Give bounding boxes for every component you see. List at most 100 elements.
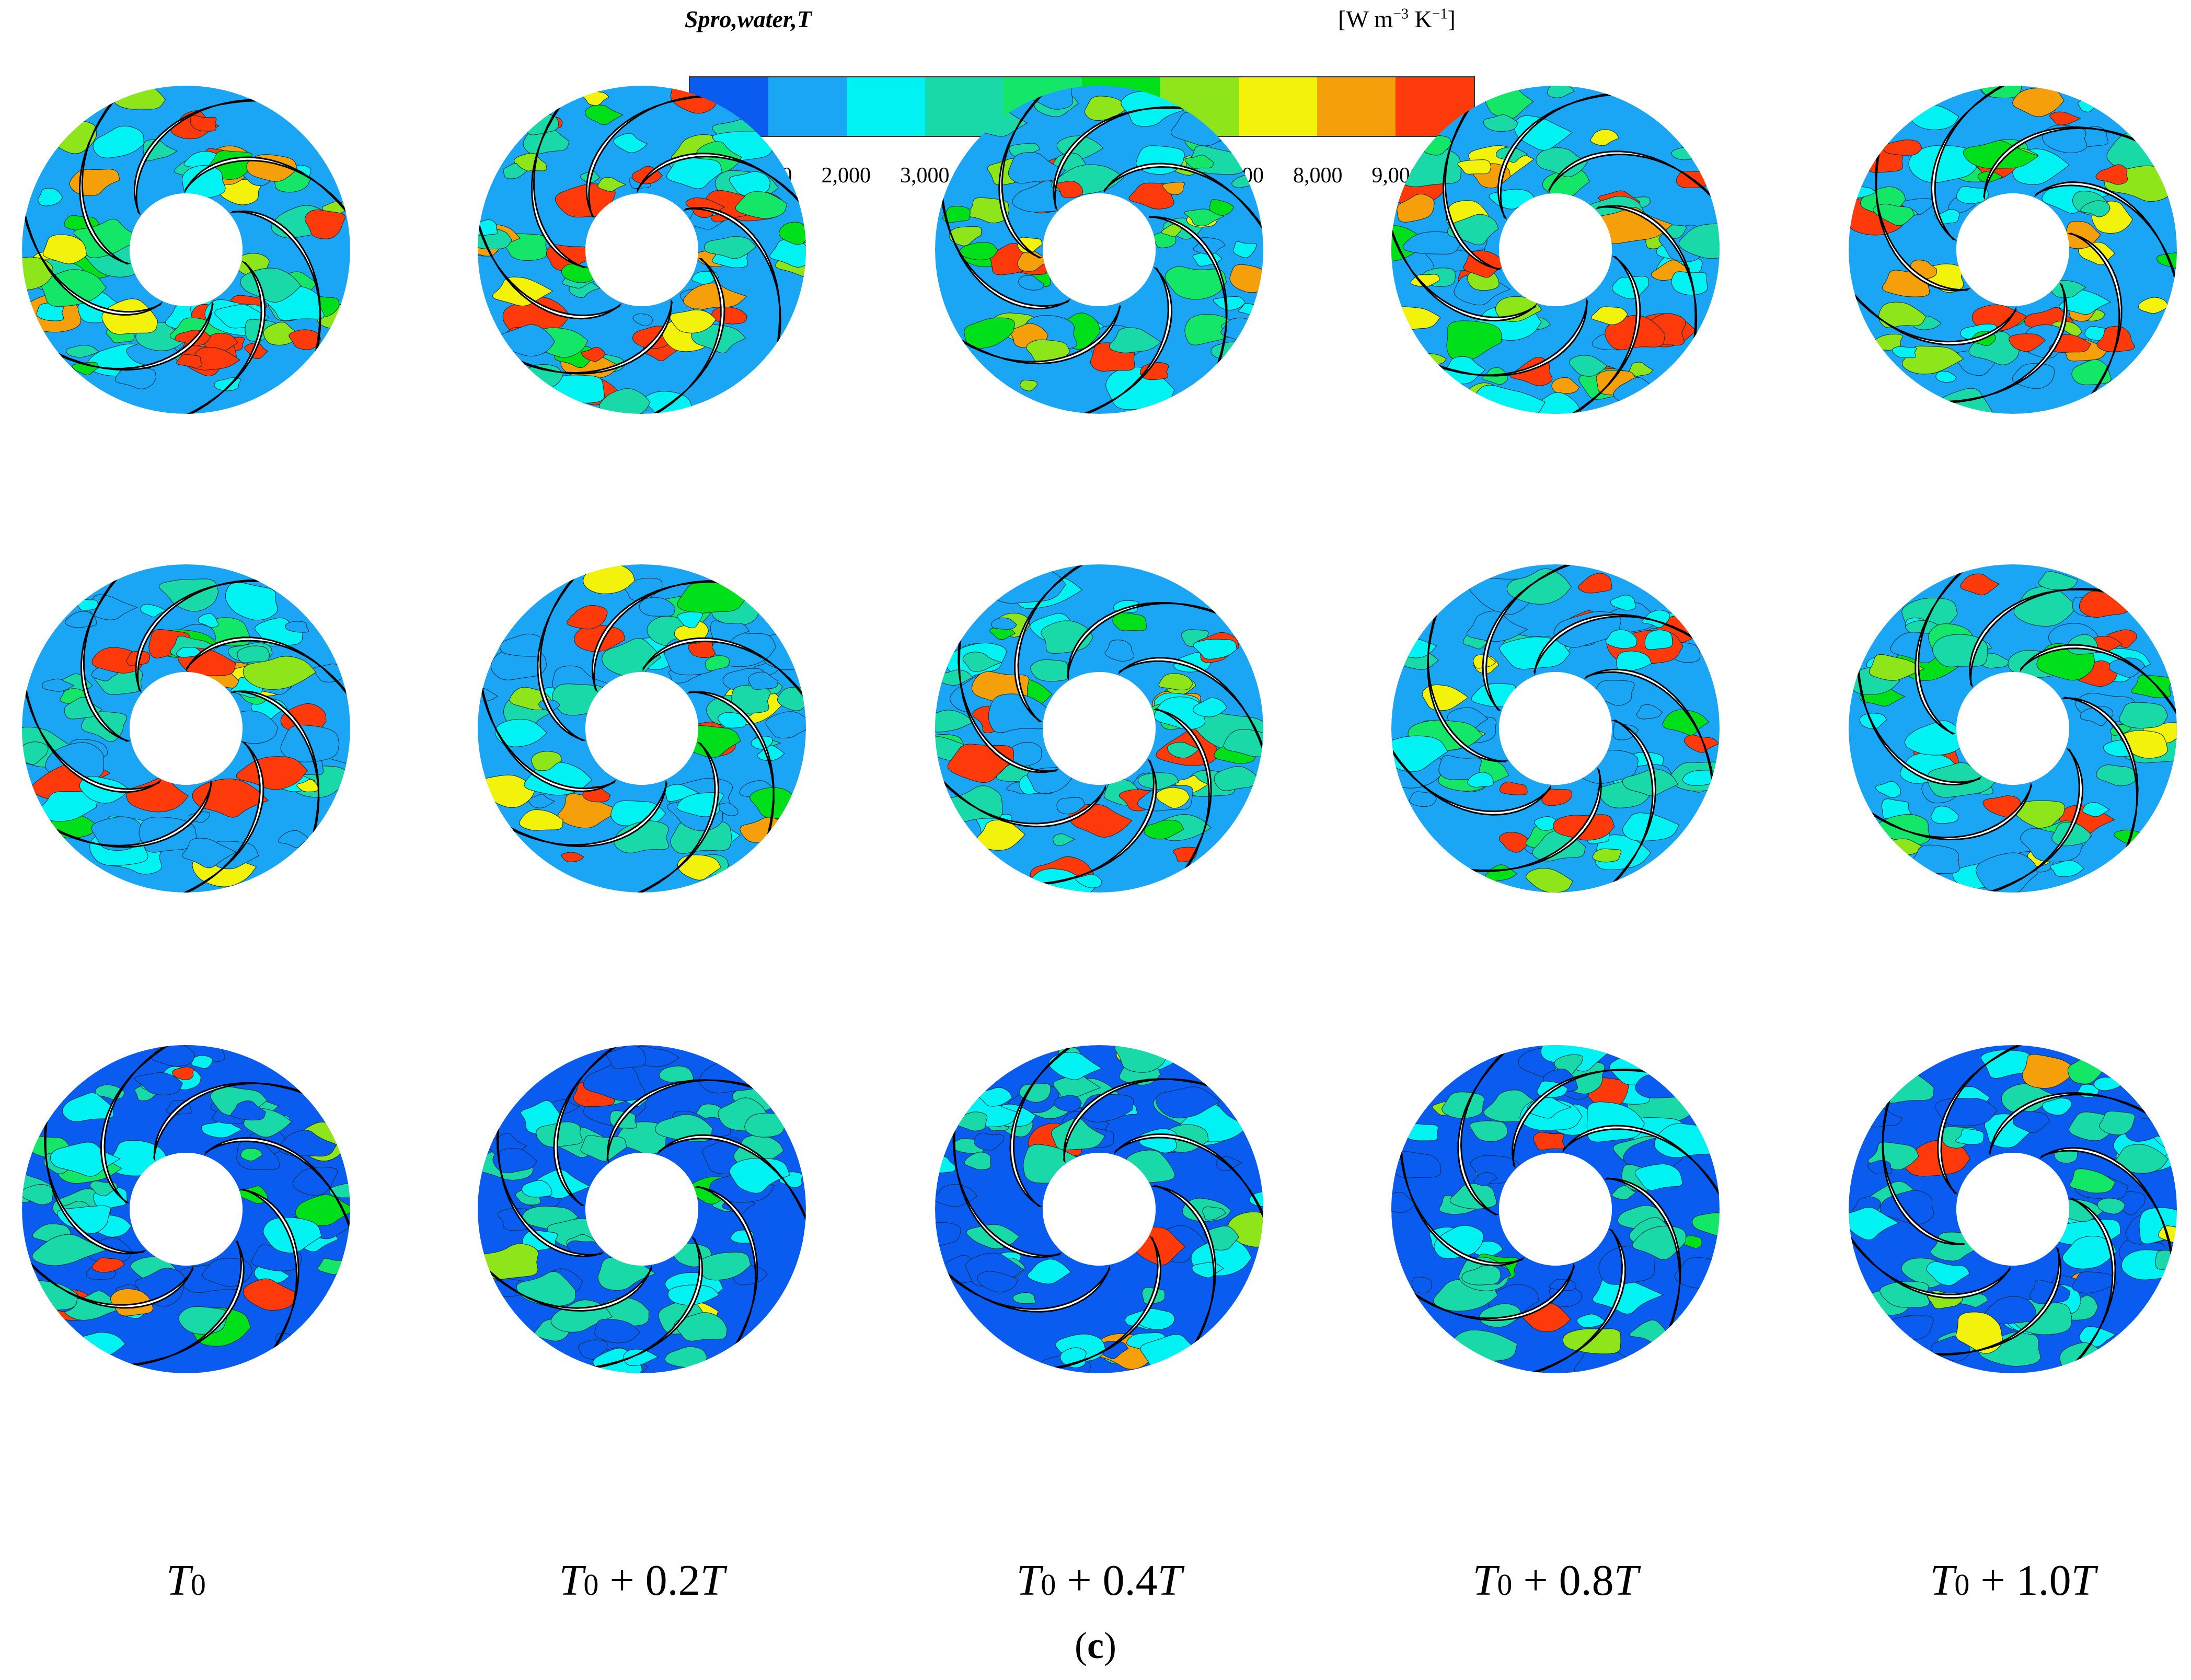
contour-region bbox=[1635, 1074, 1685, 1098]
contour-region bbox=[1162, 182, 1185, 195]
contour-region bbox=[1193, 697, 1228, 717]
contour-region bbox=[519, 809, 563, 831]
contour-region bbox=[2062, 1235, 2117, 1269]
contour-region bbox=[1935, 370, 1957, 383]
contour-region bbox=[1622, 769, 1679, 796]
contour-region bbox=[243, 656, 317, 690]
contour-region bbox=[710, 620, 750, 644]
contour-region bbox=[1901, 345, 1964, 375]
contour-region bbox=[1018, 275, 1044, 291]
contour-region bbox=[639, 597, 676, 617]
contour-region bbox=[1506, 568, 1572, 605]
contour-region bbox=[1019, 1083, 1051, 1103]
contour-region bbox=[1167, 741, 1200, 759]
contour-region bbox=[42, 678, 75, 692]
time-label: T0 + 0.2T bbox=[559, 1556, 725, 1605]
contour-region bbox=[1551, 377, 1580, 395]
time-label: T0 + 1.0T bbox=[1930, 1556, 2096, 1605]
impeller-contour-plot bbox=[935, 1045, 1263, 1373]
contour-region bbox=[1144, 819, 1184, 840]
contour-region bbox=[1027, 766, 1077, 794]
contour-region bbox=[975, 1087, 1013, 1107]
contour-region bbox=[1467, 772, 1494, 787]
impeller-blade bbox=[1936, 1045, 2024, 1195]
contour-region bbox=[935, 710, 975, 733]
contour-region bbox=[225, 582, 278, 621]
contour-region bbox=[1636, 704, 1663, 720]
contour-region bbox=[2012, 800, 2065, 830]
contour-panel bbox=[932, 1042, 1266, 1376]
contour-region bbox=[182, 838, 237, 868]
contour-region bbox=[198, 613, 219, 628]
contour-region bbox=[1671, 271, 1708, 296]
contour-panel bbox=[475, 561, 809, 896]
hub-opening bbox=[1956, 672, 2069, 785]
colorbar-segment-7 bbox=[1239, 77, 1317, 136]
contour-region bbox=[977, 1271, 1019, 1293]
contour-region bbox=[567, 605, 608, 630]
contour-region bbox=[2096, 764, 2138, 786]
contour-region bbox=[295, 1194, 350, 1226]
contour-region bbox=[1955, 1128, 1984, 1145]
contour-region bbox=[57, 1205, 111, 1234]
impeller-blade bbox=[1082, 267, 1173, 414]
contour-region bbox=[1591, 306, 1629, 326]
contour-region bbox=[1027, 1259, 1071, 1284]
contour-region bbox=[62, 1092, 114, 1122]
contour-region bbox=[38, 188, 63, 206]
impeller-blade bbox=[1562, 1125, 1720, 1197]
contour-region bbox=[1154, 697, 1206, 730]
contour-region bbox=[1500, 781, 1528, 795]
contour-panel bbox=[475, 83, 809, 417]
contour-region bbox=[536, 1121, 583, 1148]
contour-region bbox=[1879, 1281, 1930, 1308]
impeller-contour-plot bbox=[478, 1045, 806, 1373]
impeller-contour-plot bbox=[478, 564, 806, 893]
contour-region bbox=[1526, 868, 1573, 893]
contour-region bbox=[935, 1222, 961, 1248]
contour-region bbox=[1128, 182, 1174, 210]
contour-region bbox=[1576, 1314, 1607, 1328]
impeller-blade bbox=[1014, 564, 1085, 723]
contour-region bbox=[2125, 1117, 2171, 1142]
contour-region bbox=[585, 105, 624, 125]
contour-region bbox=[2022, 1054, 2077, 1089]
contour-region bbox=[1193, 639, 1237, 659]
contour-region bbox=[991, 617, 1017, 630]
contour-region bbox=[602, 638, 662, 678]
impeller-blade bbox=[186, 261, 266, 414]
contour-region bbox=[492, 276, 553, 306]
impeller-contour-plot bbox=[478, 86, 806, 414]
contour-region bbox=[2038, 571, 2079, 590]
contour-region bbox=[669, 309, 717, 333]
contour-region bbox=[1644, 629, 1673, 650]
contour-region bbox=[2095, 164, 2128, 185]
hub-opening bbox=[585, 193, 698, 306]
contour-region bbox=[64, 697, 102, 720]
time-label: T0 + 0.4T bbox=[1016, 1556, 1182, 1605]
contour-region bbox=[1156, 787, 1191, 809]
contour-region bbox=[2072, 1271, 2118, 1294]
hub-opening bbox=[1043, 672, 1156, 785]
contour-region bbox=[1541, 789, 1573, 806]
contour-panel bbox=[1846, 83, 2180, 417]
impeller-blade bbox=[2020, 644, 2177, 716]
contour-region bbox=[1498, 832, 1530, 853]
contour-region bbox=[22, 1184, 53, 1205]
contour-region bbox=[134, 1072, 183, 1096]
contour-panel bbox=[475, 1042, 809, 1376]
hub-opening bbox=[1956, 193, 2069, 306]
contour-region bbox=[1610, 595, 1636, 611]
contour-region bbox=[1590, 129, 1620, 146]
contour-region bbox=[942, 206, 971, 223]
contour-region bbox=[93, 125, 144, 158]
contour-region bbox=[1883, 140, 1922, 156]
contour-region bbox=[1569, 355, 1608, 377]
impeller-blade bbox=[100, 1045, 170, 1203]
contour-region bbox=[531, 751, 562, 771]
contour-region bbox=[1164, 266, 1227, 300]
contour-region bbox=[561, 852, 584, 863]
contour-region bbox=[1616, 651, 1652, 674]
hub-opening bbox=[130, 193, 243, 306]
contour-region bbox=[1112, 612, 1147, 631]
